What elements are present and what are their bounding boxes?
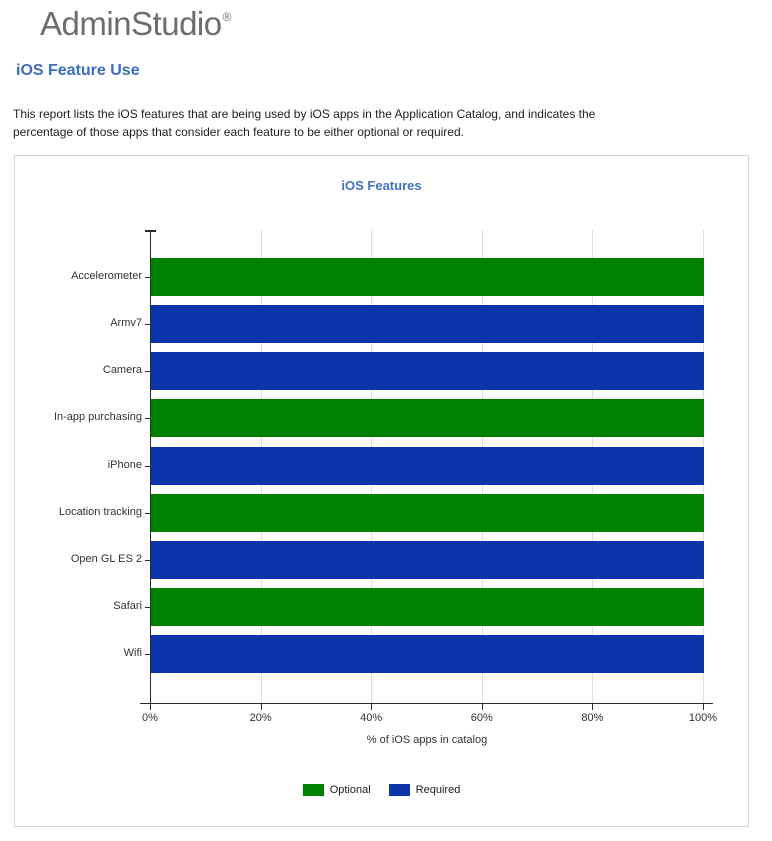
x-axis-label: % of iOS apps in catalog	[366, 734, 488, 746]
bar-required	[151, 352, 704, 391]
chart-title: iOS Features	[341, 178, 422, 193]
logo-text: AdminStudio	[40, 5, 222, 42]
x-tick-label: 100%	[688, 712, 718, 724]
legend-item-required: Required	[388, 784, 461, 796]
category-label: Open GL ES 2	[70, 552, 142, 565]
y-axis	[150, 230, 151, 704]
legend-item-optional: Optional	[302, 784, 371, 796]
category-tick	[145, 465, 150, 467]
report-description-line2: percentage of those apps that consider e…	[13, 125, 464, 139]
x-tick-label: 80%	[581, 712, 604, 724]
x-tick	[592, 704, 594, 710]
x-tick	[150, 704, 151, 710]
chart-panel: iOS Features % of iOS apps in catalog Op…	[14, 155, 749, 827]
category-tick	[145, 606, 150, 608]
legend-swatch-optional	[302, 784, 324, 796]
x-tick-label: 20%	[249, 712, 272, 724]
bar-optional	[151, 587, 704, 626]
category-label: Camera	[102, 364, 142, 377]
x-tick-label: 0%	[142, 712, 158, 724]
x-tick-label: 40%	[360, 712, 383, 724]
x-tick-label: 60%	[470, 712, 493, 724]
bar-required	[151, 540, 704, 579]
legend-swatch-required	[388, 784, 410, 796]
report-description-line1: This report lists the iOS features that …	[13, 107, 596, 121]
category-label: Wifi	[123, 647, 142, 659]
report-description: This report lists the iOS features that …	[13, 105, 595, 141]
category-label: Armv7	[110, 317, 142, 330]
category-tick	[145, 371, 150, 373]
bar-required	[151, 446, 704, 485]
category-tick	[145, 277, 150, 278]
x-tick	[260, 704, 262, 710]
x-tick	[371, 704, 373, 710]
category-tick	[145, 418, 150, 420]
chart-legend: Optional Required	[15, 784, 748, 796]
bar-required	[151, 305, 704, 344]
category-tick	[145, 512, 150, 514]
category-tick	[145, 654, 150, 655]
bar-required	[151, 635, 704, 673]
category-label: Location tracking	[58, 505, 142, 518]
bar-optional	[151, 399, 704, 438]
bar-optional	[151, 258, 704, 296]
category-tick	[145, 559, 150, 561]
category-label: iPhone	[107, 458, 142, 471]
category-label: Accelerometer	[71, 270, 142, 282]
category-tick	[145, 324, 150, 326]
legend-label: Optional	[329, 784, 371, 796]
x-tick	[703, 704, 704, 710]
category-label: Safari	[113, 599, 142, 612]
category-label: In-app purchasing	[53, 411, 142, 424]
registered-trademark-icon: ®	[222, 10, 232, 24]
x-tick	[481, 704, 483, 710]
y-axis-top-tick	[145, 230, 156, 232]
x-axis	[140, 703, 713, 704]
bar-optional	[151, 493, 704, 532]
page-title: iOS Feature Use	[16, 62, 140, 79]
adminstudio-logo: AdminStudio®	[40, 5, 231, 43]
legend-label: Required	[415, 784, 461, 796]
